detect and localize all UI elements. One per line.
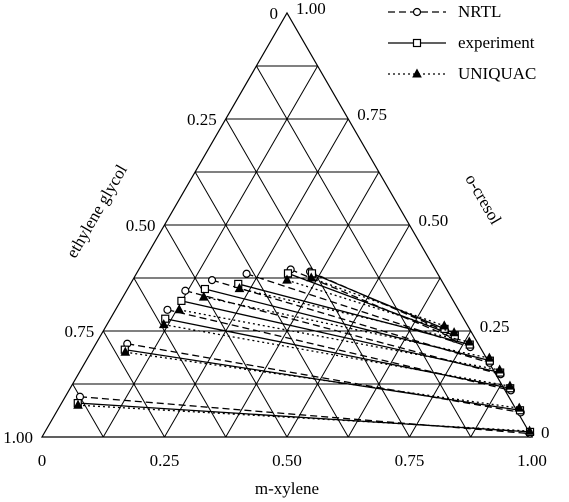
bottom-tick-label: 0.75: [395, 451, 425, 470]
tie-line: [211, 279, 490, 364]
grid-line: [255, 65, 472, 438]
right-axis-title: o-cresol: [461, 171, 505, 228]
bottom-axis-title: m-xylene: [255, 479, 319, 498]
tie-line: [163, 324, 511, 387]
tie-line: [204, 288, 491, 362]
tie-line: [77, 404, 530, 432]
tie-line: [124, 349, 521, 411]
marker: [242, 269, 251, 278]
legend-label: UNIQUAC: [458, 64, 536, 83]
marker: [234, 283, 245, 293]
tie-line: [238, 283, 470, 346]
marker: [306, 272, 317, 282]
marker: [200, 284, 210, 294]
bottom-tick-label: 0.50: [272, 451, 302, 470]
marker: [514, 402, 525, 412]
right-tick-label: 0.75: [357, 105, 387, 124]
marker: [120, 346, 131, 356]
marker: [449, 327, 459, 337]
marker: [207, 276, 217, 285]
tie-line: [287, 272, 456, 337]
legend-label: experiment: [458, 33, 535, 52]
legend-marker: [412, 68, 422, 78]
legend-label: NRTL: [458, 2, 501, 21]
tie-line: [165, 318, 511, 389]
tie-line: [181, 300, 501, 374]
marker: [464, 336, 475, 346]
tie-line: [239, 287, 470, 343]
bottom-tick-label: 0.25: [150, 451, 180, 470]
marker: [283, 269, 293, 278]
left-axis-title: ethylene glycol: [62, 161, 131, 261]
marker: [177, 296, 186, 305]
right-tick-label: 0.50: [419, 211, 449, 230]
tie-line: [203, 296, 490, 359]
marker: [158, 319, 169, 329]
tie-line: [286, 279, 455, 334]
marker: [198, 291, 209, 301]
marker: [505, 380, 515, 390]
bottom-tick-label: 0: [38, 451, 47, 470]
right-tick-label: 1.00: [296, 0, 326, 18]
marker: [524, 425, 535, 435]
tie-line: [179, 309, 500, 371]
bottom-tick-label: 1.00: [517, 451, 547, 470]
left-tick-label: 0.75: [65, 322, 95, 341]
right-tick-label: 0.25: [480, 317, 510, 336]
grid-line: [102, 330, 165, 438]
marker: [174, 304, 185, 314]
left-tick-label: 0.25: [187, 110, 217, 129]
tie-line: [290, 268, 455, 340]
grid-line: [225, 171, 380, 438]
tie-line: [311, 277, 445, 327]
grid-line: [409, 330, 472, 438]
tie-line: [167, 309, 512, 391]
marker: [494, 364, 505, 374]
legend-marker: [412, 7, 422, 17]
grid-line: [347, 277, 441, 438]
tie-line: [125, 351, 520, 409]
marker: [484, 352, 495, 362]
triangle-frame: [40, 11, 534, 438]
left-tick-label: 0: [270, 4, 279, 23]
marker: [439, 320, 450, 330]
legend-marker: [412, 38, 422, 48]
right-tick-label: 0: [541, 423, 550, 442]
grid-line: [286, 224, 410, 438]
left-tick-label: 1.00: [3, 428, 33, 447]
grid-line: [102, 65, 319, 438]
left-tick-label: 0.50: [126, 216, 156, 235]
marker: [181, 286, 190, 295]
tie-line: [311, 272, 445, 330]
marker: [73, 399, 83, 409]
grid-line: [194, 171, 349, 438]
grid-line: [72, 383, 104, 438]
marker: [163, 305, 172, 314]
marker: [282, 274, 292, 284]
tie-line: [246, 273, 471, 348]
